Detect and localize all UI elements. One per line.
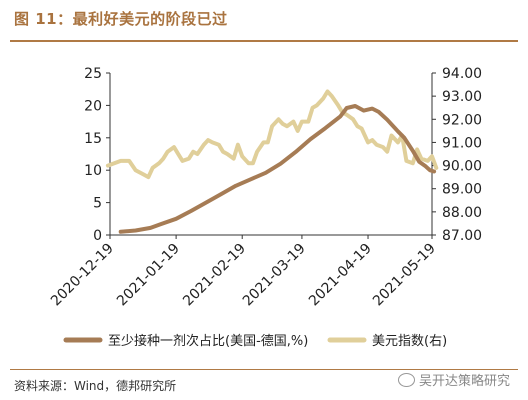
right-tick-label: 88.00 xyxy=(442,205,482,221)
left-tick-label: 10 xyxy=(84,163,102,179)
x-tick-label: 2021-04-19 xyxy=(306,241,375,310)
right-tick-label: 94.00 xyxy=(442,66,482,82)
x-tick-label: 2021-05-19 xyxy=(370,241,439,310)
wechat-icon xyxy=(397,372,415,387)
chart-series xyxy=(105,89,439,234)
title-divider xyxy=(10,40,518,42)
left-tick-label: 0 xyxy=(93,228,102,244)
left-tick-label: 20 xyxy=(84,98,102,114)
source-note: 资料来源：Wind，德邦研究所 xyxy=(14,379,177,393)
legend-item-vaccination-gap-label: 至少接种一剂次占比(美国-德国,%) xyxy=(108,333,308,349)
left-tick-label: 25 xyxy=(84,66,102,82)
right-tick-label: 87.00 xyxy=(442,228,482,244)
right-tick-label: 92.00 xyxy=(442,112,482,128)
x-tick-label: 2021-01-19 xyxy=(114,241,183,310)
series-line-vaccination-gap xyxy=(118,104,437,234)
legend-item-dollar-index-label: 美元指数(右) xyxy=(372,334,447,349)
right-tick-label: 93.00 xyxy=(442,89,482,105)
watermark-text: 吴开达策略研究 xyxy=(418,374,510,389)
right-tick-label: 91.00 xyxy=(442,135,482,151)
x-tick-label: 2021-03-19 xyxy=(240,241,309,310)
right-tick-label: 89.00 xyxy=(442,182,482,198)
watermark: 吴开达策略研究 xyxy=(397,370,510,389)
right-tick-label: 90.00 xyxy=(442,159,482,175)
series-line-dollar-index xyxy=(105,89,439,180)
chart: 0 5 10 15 20 25 87.00 88.00 89.00 90.00 91.00 92.00… xyxy=(48,66,482,349)
x-tick-label: 2021-02-19 xyxy=(180,241,249,310)
left-tick-label: 15 xyxy=(84,131,102,147)
source-divider xyxy=(10,369,518,370)
chart-axes: 0 5 10 15 20 25 87.00 88.00 89.00 90.00 91.00 92.00… xyxy=(48,66,482,309)
page-title: 图 11：最利好美元的阶段已过 xyxy=(14,10,228,28)
left-tick-label: 5 xyxy=(93,196,102,212)
x-tick-label: 2020-12-19 xyxy=(48,241,117,310)
chart-legend: 至少接种一剂次占比(美国-德国,%) 美元指数(右) xyxy=(63,333,447,349)
